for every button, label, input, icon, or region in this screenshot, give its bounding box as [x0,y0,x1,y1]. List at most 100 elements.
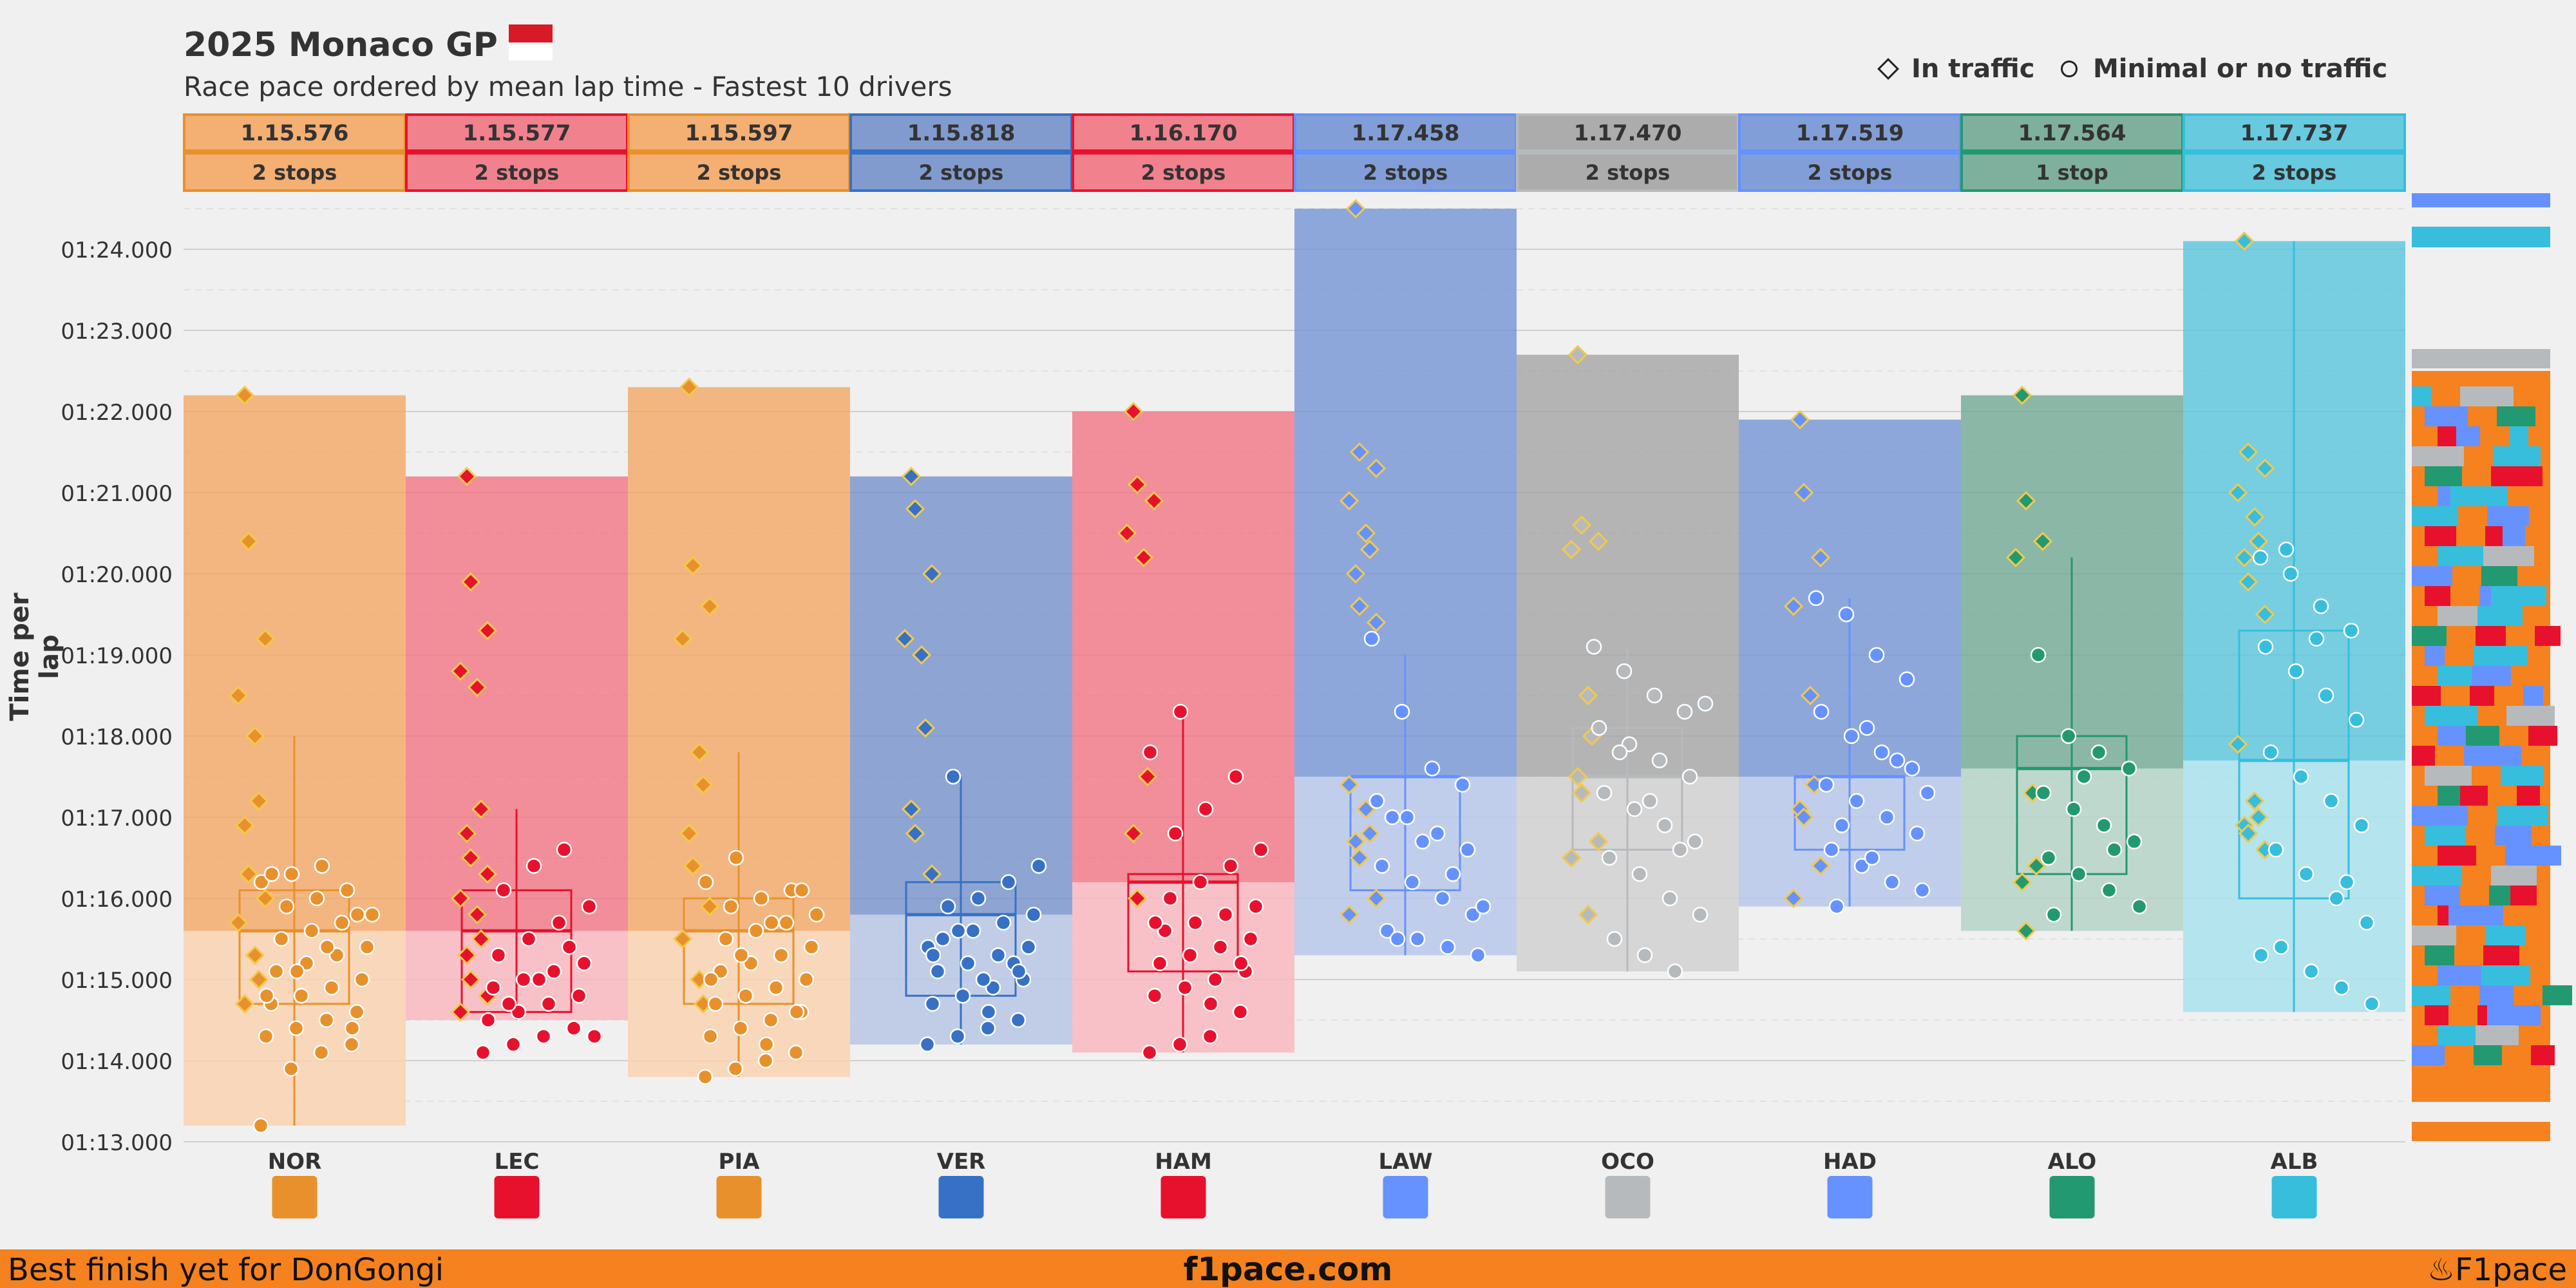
clean-lap-point [1864,849,1880,866]
driver-column-nor: 1.15.576 2 stops NOR [183,113,406,1218]
clean-lap-point [2323,793,2340,810]
clean-lap-point [2131,898,2148,914]
clean-lap-point [2318,687,2334,704]
clean-lap-point [1444,866,1461,882]
clean-lap-point [1687,833,1703,850]
clean-lap-point [1172,703,1189,720]
clean-lap-point [1010,963,1027,980]
clean-lap-point [773,947,790,963]
traffic-lap-point [895,629,915,649]
traffic-lap-point [1339,905,1359,925]
clean-lap-point [1919,784,1936,801]
clean-lap-point [490,947,507,963]
clean-lap-point [273,931,290,947]
clean-lap-point [1399,809,1416,826]
position-trace-block [2412,1122,2550,1141]
traffic-lap-point [901,799,922,819]
clean-lap-point [2353,817,2370,833]
clean-lap-point [1808,590,1824,607]
position-trace-block [2412,686,2441,706]
clean-lap-point [1177,980,1193,996]
footer-site[interactable]: f1pace.com [1183,1251,1393,1288]
clean-lap-point [1141,1045,1158,1061]
traffic-lap-point [255,888,276,909]
position-trace-block [2425,886,2460,905]
y-tick-label: 01:23.000 [61,319,173,345]
traffic-lap-point [1790,410,1810,430]
mean-time-box [1072,113,1295,152]
clean-lap-point [1646,687,1663,704]
position-trace-block [2491,866,2537,886]
position-trace-block [2412,386,2431,406]
clean-lap-point [349,906,366,923]
traffic-lap-point [1366,459,1387,478]
traffic-lap-point [1588,831,1609,851]
clean-lap-point [803,939,820,955]
clean-lap-point [1848,793,1865,810]
clean-lap-point [2262,744,2279,761]
iqr-box [2238,629,2350,900]
clean-lap-point [359,939,375,955]
clean-lap-point [980,1020,996,1036]
clean-lap-point [762,1012,779,1028]
position-trace-block [2425,586,2450,606]
position-trace-block [2474,646,2528,666]
traffic-lap-point [679,377,699,397]
driver-column-alo: 1.17.564 1 stop ALO [1960,113,2184,1218]
clean-lap-point [348,1004,365,1020]
clean-lap-point [1601,849,1618,866]
position-trace-block [2425,526,2456,546]
x-tick-label: LEC [495,1149,540,1175]
clean-lap-point [1676,703,1693,720]
clean-lap-point [737,987,754,1004]
traffic-lap-point [905,499,925,519]
team-logo-icon [1383,1176,1428,1218]
traffic-lap-point [1794,807,1814,828]
position-trace-block [2412,1045,2445,1065]
traffic-lap-point [457,824,477,844]
position-trace-block [2483,546,2534,566]
y-tick-label: 01:21.000 [61,481,173,507]
team-logo-icon [938,1176,984,1218]
clean-lap-point [313,1045,330,1061]
driver-column-law: 1.17.458 2 stops LAW [1294,113,1517,1218]
y-tick-label: 01:15.000 [61,968,173,994]
footer-brand: ♨F1pace [2427,1252,2567,1288]
clean-lap-point [1838,606,1855,623]
clean-lap-point [1212,939,1229,955]
mean-time-box [1738,113,1962,152]
clean-lap-point [334,914,350,931]
y-tick-label: 01:22.000 [61,400,173,426]
clean-lap-point [702,1028,719,1045]
clean-lap-point [288,1020,305,1036]
clean-lap-point [2252,549,2269,566]
traffic-lap-point [1356,523,1376,544]
traffic-lap-point [1783,888,1804,909]
legend-traffic: In traffic [1877,54,2034,84]
clean-lap-point [1823,842,1840,858]
position-trace-block [2514,466,2543,486]
traffic-lap-point [450,1002,471,1022]
clean-lap-point [289,963,305,980]
clean-lap-point [535,1028,552,1045]
clean-lap-point [2278,541,2295,558]
clean-lap-point [1833,817,1850,833]
traffic-lap-point [1578,905,1598,925]
clean-lap-point [960,955,976,972]
traffic-lap-point [1359,824,1380,844]
position-trace-block [2495,826,2532,846]
position-trace-block [2412,806,2468,826]
traffic-lap-point [255,629,276,649]
position-trace-block [2535,626,2561,646]
clean-lap-point [717,931,734,947]
clean-lap-point [1904,761,1920,777]
clean-lap-point [364,906,381,923]
clean-lap-point [778,914,795,931]
clean-lap-point [1187,914,1204,931]
clean-lap-point [919,1036,936,1053]
clean-lap-point [934,931,951,947]
clean-lap-point [571,987,587,1004]
clean-lap-point [2268,842,2284,858]
clean-lap-point [2343,622,2360,639]
team-logo-icon [716,1176,762,1218]
